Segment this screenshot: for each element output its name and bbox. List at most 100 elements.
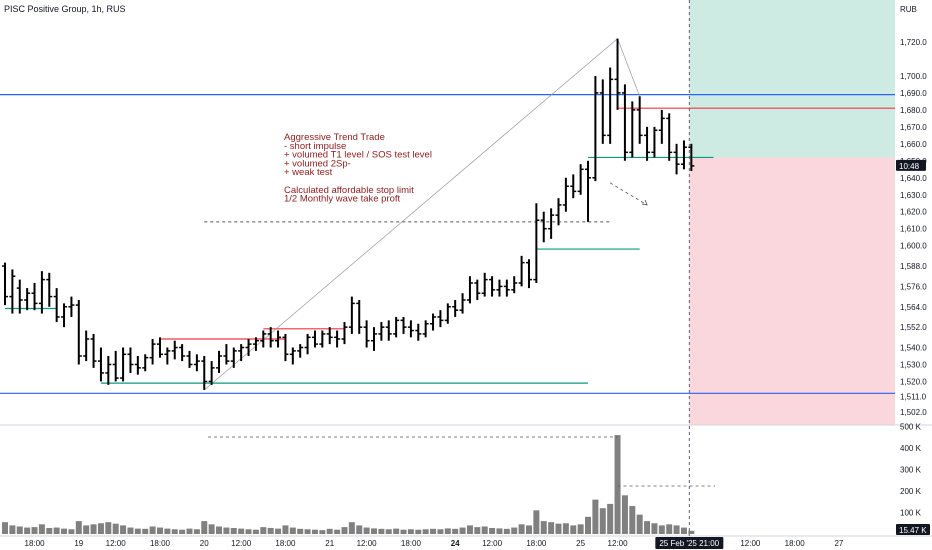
price-axis[interactable]: 1,720.0 1,700.0 1,690.0 1,680.0 1,670.0 1,660…	[900, 38, 927, 417]
candles[interactable]	[2, 38, 695, 390]
candle[interactable]	[621, 84, 628, 161]
candle[interactable]	[525, 259, 532, 289]
candle[interactable]	[459, 293, 466, 314]
candle[interactable]	[407, 320, 414, 338]
candle[interactable]	[267, 327, 274, 348]
candle[interactable]	[282, 333, 289, 362]
candle[interactable]	[142, 354, 149, 372]
candle[interactable]	[156, 337, 163, 358]
candle[interactable]	[201, 355, 208, 390]
candle[interactable]	[599, 79, 606, 144]
candle[interactable]	[562, 177, 569, 212]
candle[interactable]	[540, 211, 547, 243]
trade-annotation[interactable]: Aggressive Trend Trade- short impulse+ v…	[284, 132, 432, 205]
candle[interactable]	[673, 143, 680, 175]
candle[interactable]	[666, 113, 673, 161]
candle[interactable]	[585, 160, 592, 222]
candle[interactable]	[363, 320, 370, 348]
volume-axis[interactable]: 500 K 400 K 300 K 200 K 100 K	[900, 423, 922, 518]
candle[interactable]	[570, 174, 577, 199]
candle[interactable]	[112, 350, 119, 382]
candle[interactable]	[46, 272, 53, 307]
candle[interactable]	[216, 350, 223, 373]
candle[interactable]	[245, 339, 252, 356]
candle[interactable]	[53, 288, 60, 323]
candle[interactable]	[481, 272, 488, 297]
candle[interactable]	[489, 276, 496, 297]
candle[interactable]	[680, 140, 687, 170]
candle[interactable]	[371, 327, 377, 351]
candle[interactable]	[636, 96, 643, 144]
candle[interactable]	[105, 355, 112, 385]
candle[interactable]	[31, 283, 38, 311]
candle[interactable]	[422, 320, 429, 338]
candle[interactable]	[393, 316, 400, 338]
candle[interactable]	[644, 126, 651, 161]
candle[interactable]	[24, 288, 31, 311]
candle[interactable]	[577, 164, 584, 195]
candle[interactable]	[444, 303, 451, 324]
candle[interactable]	[2, 262, 8, 306]
candle[interactable]	[223, 344, 230, 365]
candle[interactable]	[193, 354, 200, 372]
candle[interactable]	[430, 313, 437, 331]
candle[interactable]	[466, 276, 473, 304]
candle[interactable]	[334, 330, 341, 348]
candle[interactable]	[230, 347, 237, 368]
candle[interactable]	[149, 339, 156, 365]
candle[interactable]	[658, 109, 665, 144]
candle[interactable]	[38, 271, 45, 314]
candle[interactable]	[75, 299, 82, 365]
candle[interactable]	[252, 337, 259, 351]
candle[interactable]	[341, 322, 348, 345]
symbol-title[interactable]: PISC Positive Group, 1h, RUS	[4, 4, 126, 14]
candle[interactable]	[518, 255, 525, 287]
candle[interactable]	[474, 279, 481, 300]
candle[interactable]	[97, 347, 104, 382]
candle[interactable]	[651, 126, 658, 158]
candle[interactable]	[83, 330, 90, 362]
candle[interactable]	[356, 299, 363, 334]
candle[interactable]	[16, 279, 23, 314]
candle[interactable]	[348, 296, 355, 334]
candle[interactable]	[179, 344, 186, 362]
candle[interactable]	[90, 333, 97, 368]
candle[interactable]	[134, 355, 141, 375]
time-axis[interactable]: 18:00 19 12:00 18:00 20 12:00 18:00 21 12:00 18:0…	[25, 539, 844, 548]
candle[interactable]	[503, 279, 510, 297]
candle[interactable]	[614, 38, 621, 110]
candle[interactable]	[378, 322, 385, 341]
candle[interactable]	[533, 203, 540, 284]
candle[interactable]	[592, 75, 599, 182]
candle[interactable]	[555, 198, 562, 226]
candle[interactable]	[127, 347, 134, 373]
candle[interactable]	[496, 279, 503, 297]
candle[interactable]	[164, 347, 171, 365]
candle[interactable]	[629, 101, 636, 158]
candle[interactable]	[171, 340, 178, 360]
candle[interactable]	[238, 344, 245, 362]
candle[interactable]	[120, 347, 127, 382]
trend-line-down[interactable]	[617, 38, 641, 97]
candle[interactable]	[186, 350, 193, 368]
candle[interactable]	[260, 330, 267, 348]
candle[interactable]	[9, 269, 16, 314]
candle[interactable]	[400, 316, 407, 334]
candle[interactable]	[304, 333, 311, 355]
candle[interactable]	[297, 344, 304, 358]
candle[interactable]	[275, 330, 282, 348]
candle[interactable]	[289, 347, 296, 365]
candle[interactable]	[437, 310, 444, 328]
candle[interactable]	[452, 299, 459, 317]
trend-line-up[interactable]	[204, 38, 618, 391]
candle[interactable]	[61, 303, 68, 328]
candle[interactable]	[511, 276, 518, 294]
candle[interactable]	[326, 327, 333, 345]
candle[interactable]	[607, 67, 614, 144]
candle[interactable]	[385, 320, 392, 341]
currency-label[interactable]: RUB	[900, 5, 917, 14]
candle[interactable]	[415, 323, 422, 341]
candle[interactable]	[688, 143, 695, 171]
candle[interactable]	[208, 361, 215, 385]
